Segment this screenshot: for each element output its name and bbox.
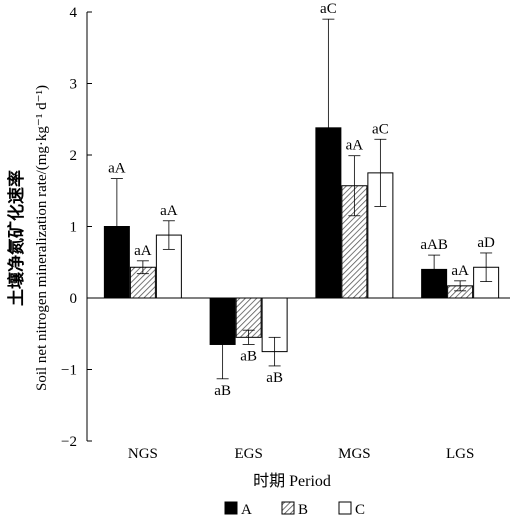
data-label: aD: [477, 235, 495, 251]
y-tick-label: −1: [61, 363, 77, 379]
plot-area: −2 −1 0 1 2 3 4 NGS aA aA aA EGS aB aB aB MGS aC aA aC LGS a…: [61, 1, 510, 462]
data-label: aB: [240, 348, 257, 364]
x-tick-label: MGS: [338, 446, 371, 462]
legend: A B C: [224, 501, 365, 518]
legend-swatch-B: [281, 501, 295, 515]
data-label: aA: [160, 203, 178, 219]
y-tick-label: 2: [70, 148, 78, 164]
x-tick-label: EGS: [234, 446, 262, 462]
data-label: aA: [108, 161, 126, 177]
x-tick-label: NGS: [128, 446, 158, 462]
legend-swatch-C: [338, 501, 352, 515]
legend-swatch-A: [224, 501, 238, 515]
data-label: aA: [134, 243, 152, 259]
legend-label: C: [355, 502, 365, 518]
x-tick-label: LGS: [446, 446, 474, 462]
data-label: aA: [451, 263, 469, 279]
data-label: aB: [266, 370, 283, 386]
legend-label: B: [298, 502, 308, 518]
y-axis-label-cn: 土壤净氮矿化速率: [6, 170, 26, 306]
x-axis-label: 时期 Period: [253, 472, 331, 490]
y-axis-label: 土壤净氮矿化速率 Soil net nitrogen mineralizatio…: [6, 85, 50, 391]
data-label: aAB: [420, 237, 448, 253]
legend-label: A: [241, 502, 252, 518]
data-label: aC: [372, 121, 389, 137]
data-label: aB: [214, 383, 231, 399]
y-tick-label: 1: [70, 220, 78, 236]
data-label: aC: [320, 1, 337, 17]
y-tick-label: 0: [70, 291, 78, 307]
y-tick-label: 3: [70, 77, 78, 93]
y-tick-label: −2: [61, 434, 77, 450]
y-tick-label: 4: [70, 5, 78, 21]
y-axis-label-en: Soil net nitrogen mineralization rate/(m…: [34, 85, 50, 391]
data-label: aA: [346, 138, 364, 154]
